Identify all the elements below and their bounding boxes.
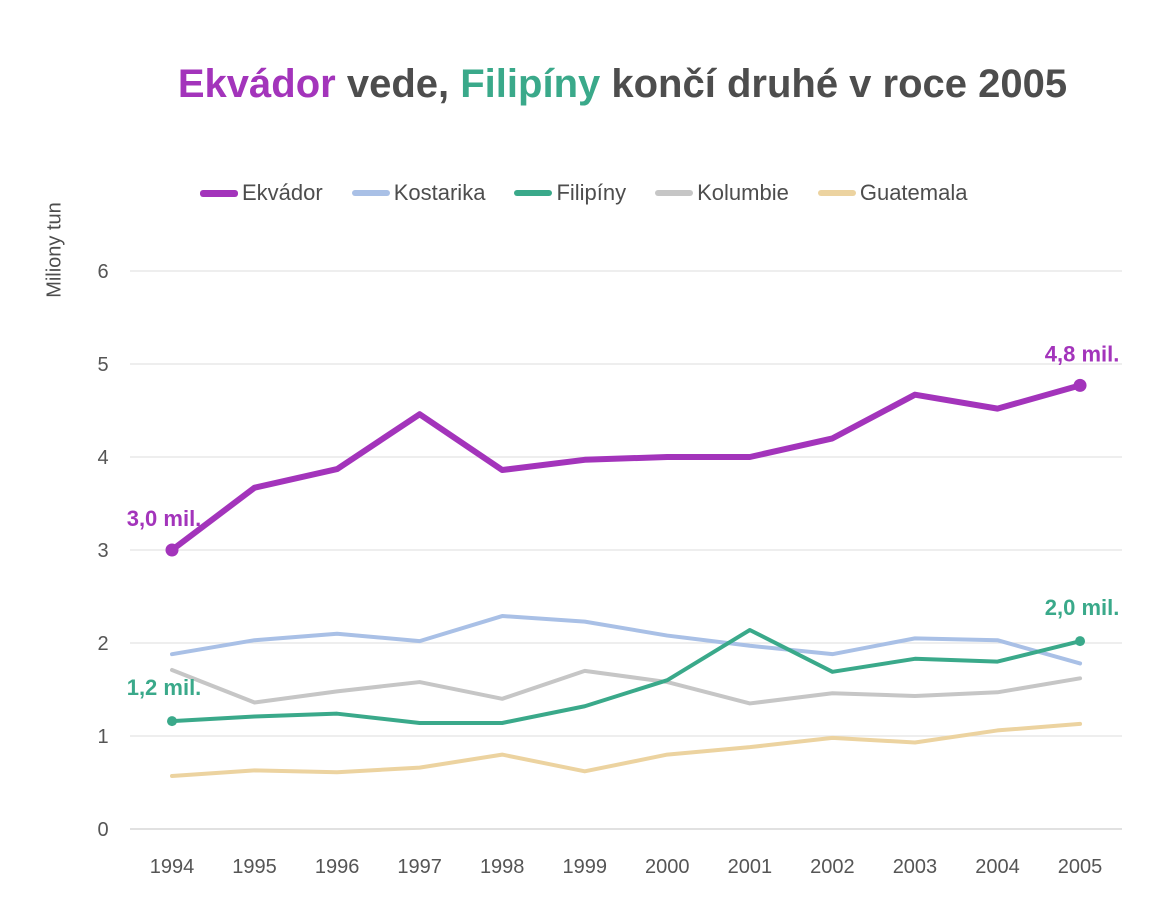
x-tick-label: 1998 [480, 856, 525, 878]
series-line-ekvador [169, 382, 1084, 553]
legend-label: Kostarika [393, 180, 486, 205]
legend-label: Guatemala [859, 180, 968, 205]
data-label: 3,0 mil. [127, 506, 202, 531]
series-line-filipiny [170, 627, 1083, 725]
gridlines [130, 270, 1122, 830]
legend-swatch [351, 190, 390, 196]
x-tick-label: 2002 [810, 856, 855, 878]
title-philippines: Filipíny [460, 62, 601, 106]
title-text-2: končí druhé v roce 2005 [600, 62, 1068, 106]
x-tick-label: 2005 [1058, 856, 1103, 878]
legend-item-guatemala: Guatemala [817, 180, 968, 206]
legend: Ekvádor Kostarika Filipíny Kolumbie Guatemal… [200, 180, 996, 206]
x-tick-label: 1997 [397, 856, 442, 878]
legend-item-kostarika: Kostarika [351, 180, 486, 206]
y-tick-label: 1 [97, 726, 108, 748]
y-tick-label: 3 [97, 540, 108, 562]
y-tick-label: 2 [97, 633, 108, 655]
legend-swatch [514, 190, 553, 196]
data-point-marker [167, 716, 177, 727]
data-point-marker [165, 543, 179, 557]
data-point-marker [1075, 636, 1086, 647]
chart-title: Ekvádor vede, Filipíny končí druhé v roc… [0, 62, 1155, 107]
data-label: 4,8 mil. [1045, 341, 1120, 366]
x-tick-label: 2000 [645, 856, 690, 878]
legend-item-ekvador: Ekvádor [200, 180, 323, 206]
series-line-kostarika [170, 614, 1083, 666]
y-tick-label: 6 [97, 261, 108, 283]
x-tick-label: 2004 [975, 856, 1020, 878]
x-tick-label: 2001 [728, 856, 773, 878]
legend-swatch [817, 190, 856, 196]
x-tick-label: 1994 [150, 856, 195, 878]
data-point-marker [1073, 378, 1087, 392]
series-line-guatemala [170, 721, 1083, 778]
data-label: 1,2 mil. [127, 675, 202, 700]
x-tick-label: 1999 [563, 856, 608, 878]
series-line-kolumbie [170, 667, 1083, 706]
x-axis-ticks: 1994 1995 1996 1997 1998 1999 2000 2001 2002 2003… [150, 856, 1103, 878]
legend-item-kolumbie: Kolumbie [655, 180, 789, 206]
legend-label: Ekvádor [242, 180, 323, 205]
legend-swatch [200, 189, 238, 197]
data-label: 2,0 mil. [1045, 595, 1120, 620]
data-labels: 3,0 mil. 4,8 mil. 1,2 mil. 2,0 mil. [127, 341, 1120, 727]
y-axis-ticks: 0 1 2 3 4 5 6 [97, 261, 108, 841]
y-tick-label: 0 [97, 819, 108, 841]
title-text-1: vede, [335, 62, 461, 106]
x-tick-label: 1995 [232, 856, 277, 878]
x-tick-label: 2003 [893, 856, 938, 878]
legend-label: Filipíny [556, 180, 627, 205]
legend-label: Kolumbie [697, 180, 789, 205]
legend-swatch [655, 190, 694, 196]
title-ecuador: Ekvádor [177, 62, 336, 106]
series-lines [169, 382, 1084, 778]
x-tick-label: 1996 [315, 856, 360, 878]
y-tick-label: 4 [97, 447, 108, 469]
legend-item-filipiny: Filipíny [514, 180, 626, 206]
y-tick-label: 5 [97, 354, 108, 376]
